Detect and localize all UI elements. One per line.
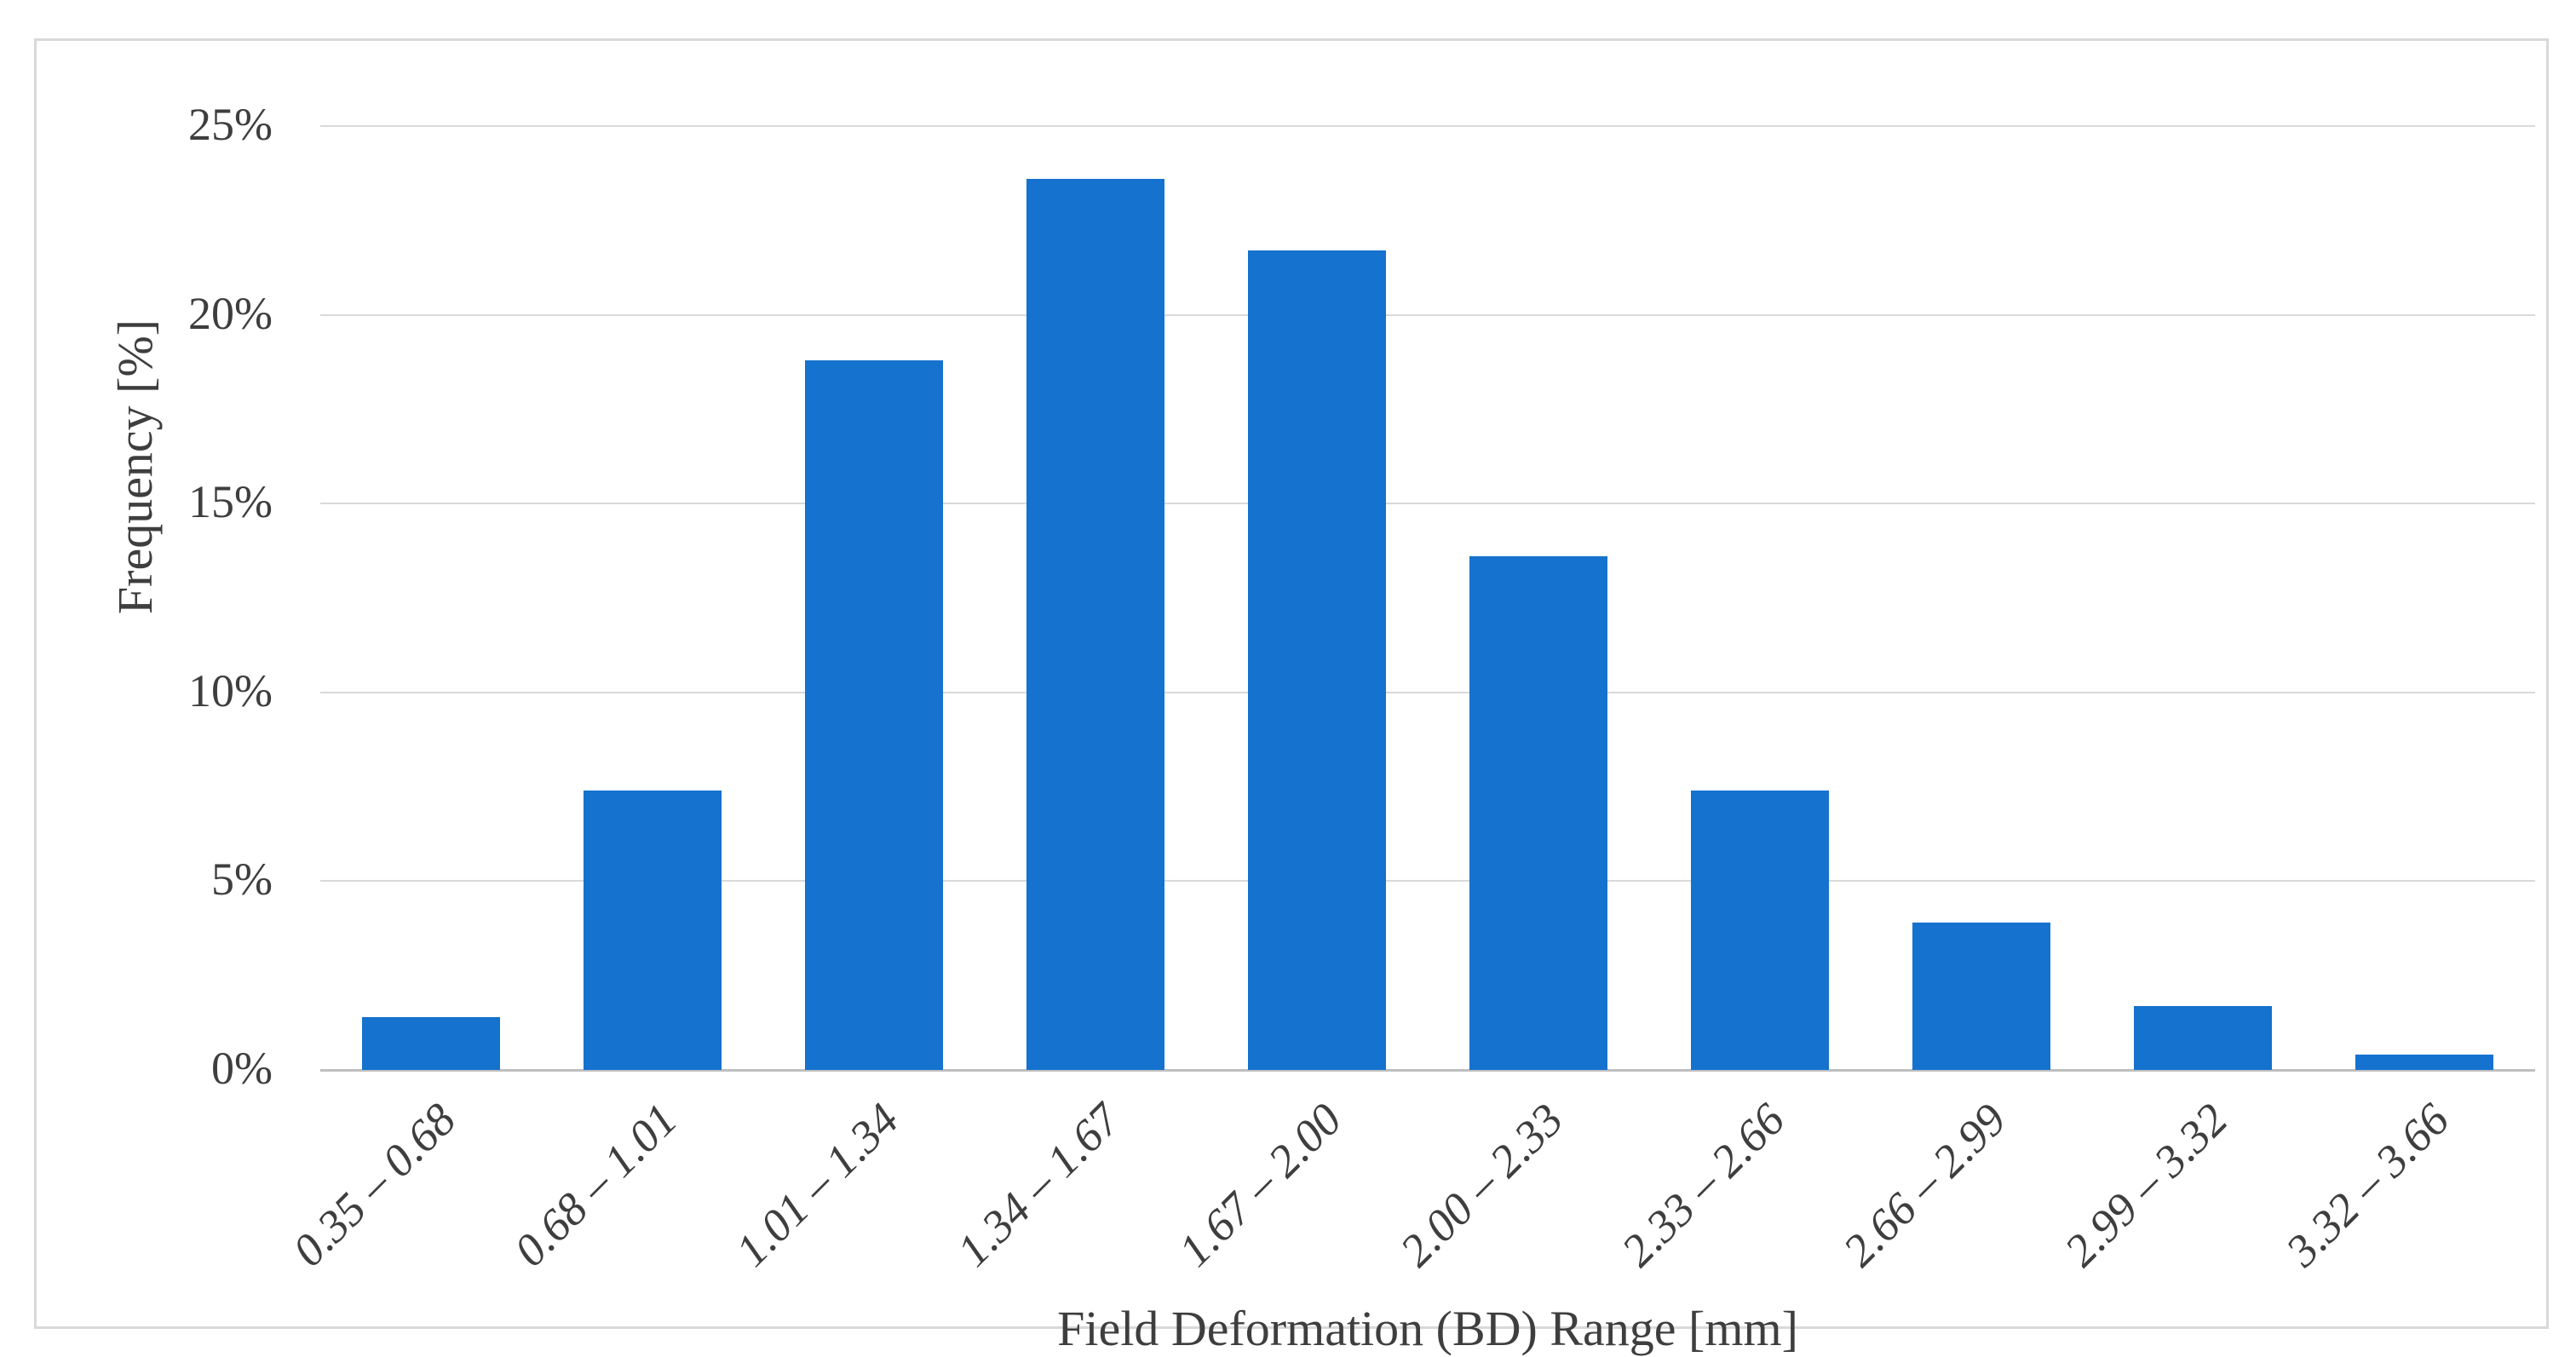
chart-frame: Frequency [%] 25% 20% 15% 10% 5% 0% 0.35 – 0.6… [34,38,2549,1354]
plot-area: 25% 20% 15% 10% 5% 0% 0.35 – 0.68 0.68 – 1.01 1.… [188,101,2535,1276]
bar [805,359,943,1070]
x-tick-label: 1.67 – 2.00 [1169,1093,1352,1277]
y-tick-label: 25% [188,98,273,150]
x-tick-label: 1.01 – 1.34 [726,1093,909,1277]
x-tick-label: 1.34 – 1.67 [947,1093,1130,1277]
x-tick-label: 2.66 – 2.99 [1833,1093,2016,1277]
bar [584,791,722,1070]
bar [362,1016,500,1070]
y-axis-title: Frequency [%] [107,319,163,615]
x-tick-label: 3.32 – 3.66 [2276,1093,2459,1277]
x-tick-label: 2.99 – 3.32 [2055,1093,2238,1277]
bar [1690,791,1829,1070]
gridline [320,125,2535,127]
y-tick-label: 5% [211,854,273,906]
y-tick-label: 20% [188,287,273,339]
gridline [320,880,2535,883]
bar [1026,179,1164,1070]
y-tick-label: 0% [211,1042,273,1094]
x-tick-label: 2.33 – 2.66 [1612,1093,1795,1277]
gridline [320,691,2535,693]
gridline [320,503,2535,505]
bar [1912,923,2050,1070]
y-tick-label: 10% [188,664,273,716]
x-axis-title: Field Deformation (BD) Range [mm] [1057,1301,1798,1356]
gridline [320,313,2535,316]
x-tick-label: 0.68 – 1.01 [504,1093,687,1277]
bar [2134,1005,2272,1070]
bar [1469,556,1607,1070]
y-tick-label: 15% [188,476,273,528]
x-tick-label: 2.00 – 2.33 [1390,1093,1573,1277]
bar [1248,250,1386,1070]
x-axis-line [320,1069,2535,1072]
bar [2355,1055,2493,1070]
x-tick-label: 0.35 – 0.68 [283,1093,466,1277]
